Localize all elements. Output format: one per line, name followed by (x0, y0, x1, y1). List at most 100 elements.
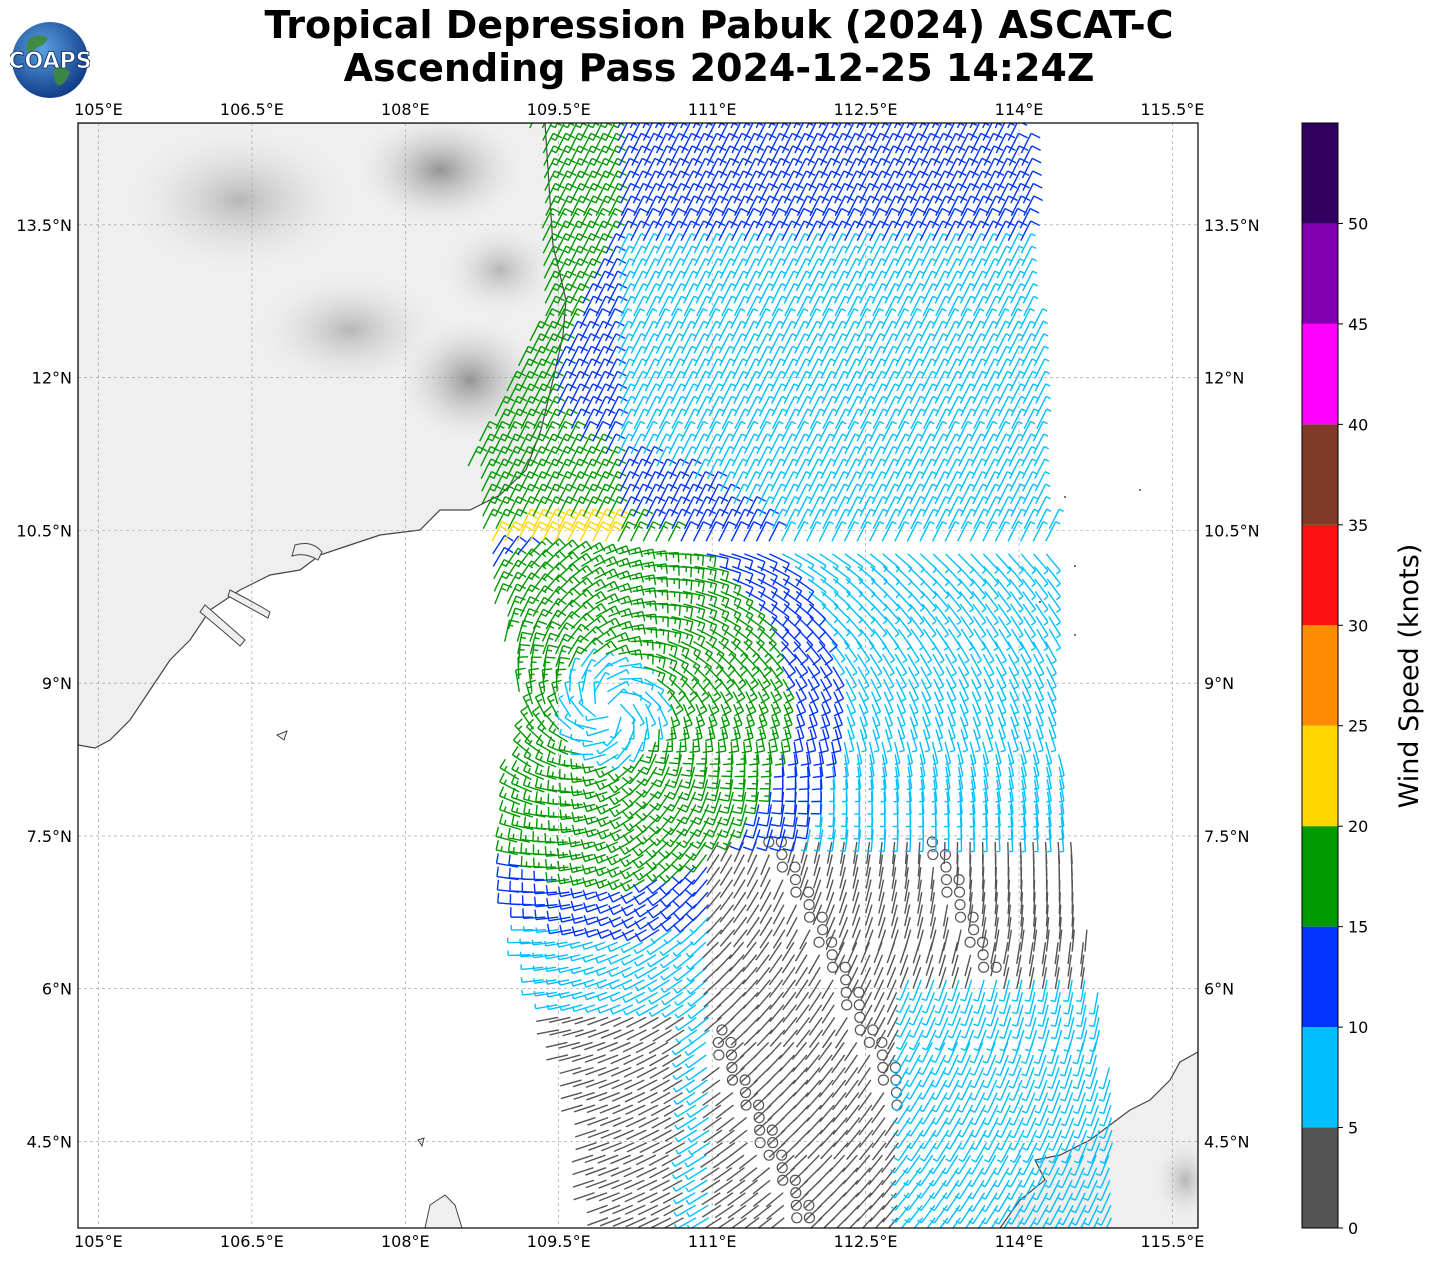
wind-barb (619, 878, 645, 892)
wind-barb (536, 1029, 559, 1035)
wind-barb (890, 916, 899, 939)
wind-barb (676, 816, 698, 837)
wind-barb (929, 917, 937, 939)
wind-barb (662, 729, 674, 753)
wind-barb (570, 785, 595, 797)
wind-barb (1019, 641, 1032, 664)
wind-barb (919, 1129, 937, 1150)
wind-barb (747, 754, 759, 778)
wind-barb (932, 666, 945, 690)
wind-barb (706, 841, 720, 862)
wind-barb (935, 628, 949, 651)
wind-barb (1058, 816, 1065, 841)
wind-barb (574, 1029, 597, 1038)
wind-barb (714, 1204, 734, 1219)
wind-barb (746, 929, 761, 948)
wind-barb (1035, 729, 1044, 753)
wind-barb (716, 829, 736, 851)
wind-barb (608, 816, 634, 830)
wind-barb (982, 1054, 997, 1077)
wind-barb (852, 866, 859, 889)
wind-barb (1046, 804, 1052, 828)
wind-barb (559, 782, 583, 794)
wind-barb (972, 616, 987, 639)
wind-barb (704, 791, 722, 814)
wind-barb (1063, 979, 1073, 1003)
wind-barb (1047, 1067, 1060, 1089)
wind-barb (826, 841, 833, 864)
wind-barb (689, 929, 710, 946)
wind-barb (611, 1179, 633, 1190)
wind-barb (517, 644, 531, 667)
wind-barb (1071, 904, 1074, 927)
wind-barb (903, 929, 912, 952)
wind-barb (910, 628, 925, 651)
wind-barb (996, 1117, 1012, 1139)
calm-circle (978, 961, 990, 973)
wind-barb (994, 929, 1000, 952)
wind-barb (951, 942, 959, 964)
wind-barb (519, 951, 543, 958)
wind-barb (742, 954, 758, 973)
wind-barb (559, 924, 584, 936)
wind-barb (685, 879, 708, 897)
wind-barb (610, 1004, 634, 1015)
wind-barb (649, 1079, 670, 1092)
wind-barb (732, 678, 746, 704)
wind-barb (871, 1142, 887, 1161)
wind-barb (851, 916, 861, 939)
wind-barb (511, 746, 532, 768)
wind-barb (1045, 754, 1053, 778)
wind-barb (695, 603, 718, 621)
wind-barb (1019, 1192, 1036, 1213)
lat-label-left: 4.5°N (27, 1132, 72, 1151)
wind-barb (1003, 954, 1009, 977)
wind-barb (781, 941, 795, 962)
wind-barb (808, 966, 821, 987)
wind-barb (1089, 1004, 1100, 1028)
wind-barb (695, 590, 718, 608)
wind-barb (685, 1079, 708, 1094)
wind-barb (931, 1079, 947, 1101)
wind-barb (847, 729, 855, 753)
wind-barb (703, 816, 723, 838)
wind-barb (739, 1041, 757, 1059)
title-line-2: Ascending Pass 2024-12-25 14:24Z (343, 46, 1095, 90)
wind-barb (1012, 1029, 1025, 1052)
wind-barb (608, 791, 633, 806)
lat-label-left: 7.5°N (27, 827, 72, 846)
wind-barb (1073, 1142, 1088, 1164)
wind-barb (1006, 1167, 1022, 1188)
wind-barb (1034, 1079, 1048, 1102)
wind-barb (730, 1217, 747, 1228)
lon-label-bottom: 111°E (688, 1232, 737, 1251)
wind-barb (919, 766, 926, 791)
wind-barb (983, 1129, 1000, 1151)
wind-barb (1007, 892, 1011, 915)
wind-barb (819, 1129, 836, 1147)
land-indochina (78, 123, 567, 749)
wind-barb (1008, 779, 1014, 803)
wind-barb (834, 941, 845, 963)
wind-barb (1024, 979, 1036, 1002)
wind-barb (808, 1004, 823, 1024)
wind-barb (521, 990, 545, 996)
wind-barb (1050, 1029, 1063, 1052)
wind-barb (672, 904, 697, 921)
wind-barb (890, 1179, 910, 1199)
calm-circle (725, 1049, 738, 1061)
wind-barb (917, 854, 921, 877)
land-borneo (999, 1051, 1198, 1228)
wind-barb (643, 653, 666, 669)
wind-barb (687, 1004, 709, 1020)
wind-barb (744, 791, 759, 815)
wind-barb (1024, 1017, 1037, 1040)
wind-barb (994, 816, 1001, 840)
wind-barb (1012, 1017, 1025, 1040)
wind-barb (932, 1142, 950, 1162)
wind-barb (646, 904, 672, 919)
wind-barb (906, 779, 913, 803)
wind-barb (700, 1179, 721, 1193)
wind-barb (1041, 942, 1047, 965)
wind-barb (957, 791, 963, 816)
